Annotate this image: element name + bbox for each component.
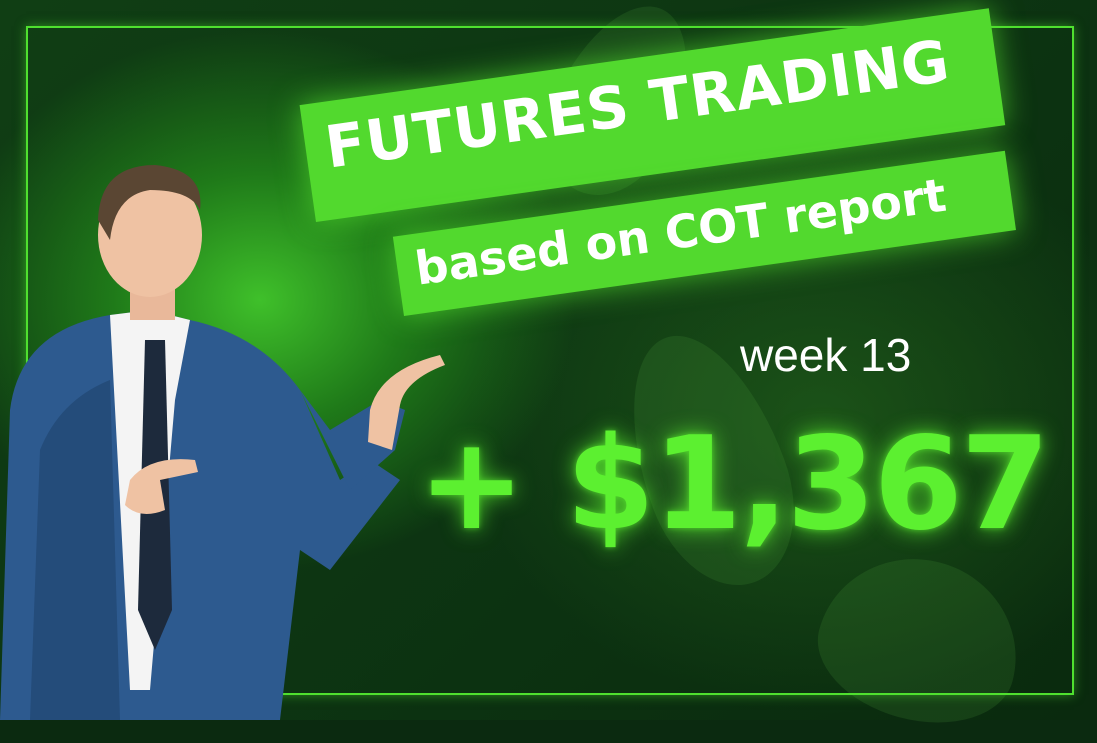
presenter-illustration (0, 165, 445, 720)
profit-amount: + $1,367 (418, 410, 1050, 559)
green-frame (26, 26, 1074, 695)
week-label: week 13 (740, 329, 912, 381)
